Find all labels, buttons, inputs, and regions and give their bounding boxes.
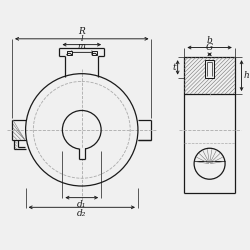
Text: t: t — [172, 63, 176, 72]
Text: d₂: d₂ — [77, 209, 86, 218]
Text: h: h — [244, 71, 249, 80]
Bar — [205, 60, 214, 78]
Bar — [79, 148, 85, 160]
Text: b: b — [207, 36, 212, 44]
Bar — [184, 57, 235, 94]
Bar — [92, 52, 97, 55]
Text: d₁: d₁ — [77, 200, 86, 208]
Text: m: m — [78, 42, 86, 50]
Text: G: G — [206, 43, 213, 52]
Text: l: l — [80, 35, 83, 43]
Text: R: R — [78, 27, 85, 36]
Bar — [67, 52, 71, 55]
